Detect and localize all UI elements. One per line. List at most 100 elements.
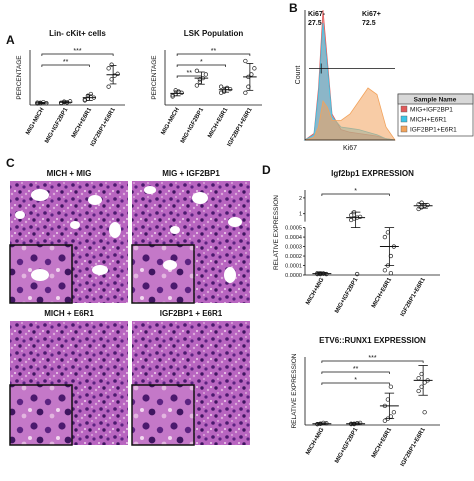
x-tick-label: MICH+E6R1 (371, 276, 393, 309)
gate-annotation: 27.5 (308, 20, 322, 27)
legend-label: MICH+E6R1 (410, 117, 447, 124)
legend-header (397, 93, 474, 105)
data-point (218, 84, 224, 89)
significance-label: ** (353, 366, 359, 373)
data-point (88, 91, 94, 97)
x-tick-label: MICH+MIG (305, 427, 325, 456)
x-tick-label: MICH+E6R1 (207, 106, 229, 139)
y-tick-label: 0.0001 (285, 264, 302, 270)
significance-label: *** (73, 48, 81, 55)
image-label: MICH + E6R1 (44, 309, 94, 318)
histogram-area (304, 87, 396, 141)
data-point (106, 84, 111, 89)
data-point (416, 376, 421, 381)
legend-swatch (400, 125, 408, 133)
significance-bracket (176, 64, 226, 67)
y-tick-label: 1 (299, 212, 302, 218)
legend-swatch (400, 115, 408, 123)
significance-bracket (321, 360, 424, 363)
data-point (416, 388, 421, 394)
data-point (203, 72, 209, 77)
chart-title: Igf2bp1 EXPRESSION (331, 169, 414, 178)
significance-bracket (41, 64, 90, 67)
image-label: MIG + IGF2BP1 (162, 169, 220, 178)
chart-title: LSK Population (184, 29, 244, 38)
panel-label: B (289, 1, 298, 15)
x-tick-label: MICH+MIG (305, 277, 325, 306)
data-point (419, 200, 424, 205)
y-tick-label: 0.0005 (285, 226, 302, 232)
gate-annotation: Ki67- (308, 11, 326, 18)
significance-label: * (200, 59, 203, 66)
image-label: IGF2BP1 + E6R1 (160, 309, 223, 318)
data-point (227, 86, 233, 92)
data-point (382, 268, 388, 273)
gate-annotation: 72.5 (362, 20, 376, 27)
significance-bracket (321, 382, 390, 385)
x-tick-label: MIG+IGF2BP1 (44, 106, 69, 144)
data-point (388, 270, 394, 276)
legend-swatch (400, 105, 408, 113)
axes (304, 10, 395, 141)
significance-bracket (176, 75, 202, 78)
data-point (391, 410, 397, 415)
x-tick-label: MIG+MICH (161, 107, 181, 136)
chart-title: ETV6::RUNX1 EXPRESSION (319, 336, 426, 345)
x-tick-label: IGF2BP1+E6R1 (400, 276, 427, 317)
y-tick-label: 0.0002 (285, 254, 302, 260)
panel-label: D (262, 163, 271, 177)
data-point (194, 83, 200, 88)
y-axis-label: RELATIVE EXPRESSION (291, 353, 298, 428)
micrograph (9, 181, 128, 304)
significance-bracket (41, 53, 114, 56)
panel-label: C (6, 156, 15, 170)
significance-label: * (354, 188, 357, 195)
legend-label: MIG+IGF2BP1 (410, 107, 453, 114)
significance-bracket (321, 193, 390, 196)
chart-title: Lin- cKit+ cells (49, 29, 106, 38)
data-point (382, 234, 388, 240)
data-point (109, 62, 114, 67)
y-tick-label: 0.0003 (285, 245, 302, 251)
data-point (194, 68, 200, 73)
micrograph (131, 321, 250, 446)
significance-label: *** (368, 355, 376, 362)
y-axis-label: Count (295, 66, 302, 85)
data-point (173, 88, 178, 93)
significance-bracket (321, 371, 390, 374)
significance-label: ** (187, 70, 193, 77)
x-tick-label: MIG+MICH (25, 107, 45, 136)
y-axis-label: RELATIVE EXPRESSION (273, 195, 280, 270)
data-point (357, 214, 363, 220)
x-tick-label: IGF2BP1+E6R1 (227, 106, 254, 147)
significance-label: ** (63, 59, 69, 66)
y-tick-label: 0.0004 (285, 235, 302, 241)
x-tick-label: MICH+E6R1 (371, 426, 393, 459)
gate (309, 63, 395, 74)
data-point (106, 66, 111, 71)
x-tick-label: IGF2BP1+E6R1 (90, 106, 117, 147)
x-tick-label: IGF2BP1+E6R1 (400, 426, 427, 467)
data-point (354, 271, 360, 277)
y-tick-label: 0.0000 (285, 273, 302, 279)
x-axis-label: Ki67 (343, 145, 357, 152)
micrograph (131, 181, 250, 304)
significance-label: * (354, 377, 357, 384)
data-point (179, 90, 184, 95)
legend-title: Sample Name (414, 97, 457, 104)
data-point (115, 71, 120, 76)
panel-label: A (6, 33, 15, 47)
image-label: MICH + MIG (47, 169, 92, 178)
data-point (170, 94, 175, 99)
legend-label: IGF2BP1+E6R1 (410, 127, 457, 134)
x-tick-label: MIG+IGF2BP1 (334, 426, 359, 464)
data-point (422, 410, 427, 415)
data-point (243, 90, 248, 95)
y-tick-label: 2 (299, 196, 302, 202)
data-point (252, 66, 257, 71)
x-tick-label: MICH+E6R1 (71, 106, 93, 139)
data-point (388, 384, 394, 389)
significance-label: ** (211, 48, 217, 55)
x-tick-label: MIG+IGF2BP1 (334, 276, 359, 314)
